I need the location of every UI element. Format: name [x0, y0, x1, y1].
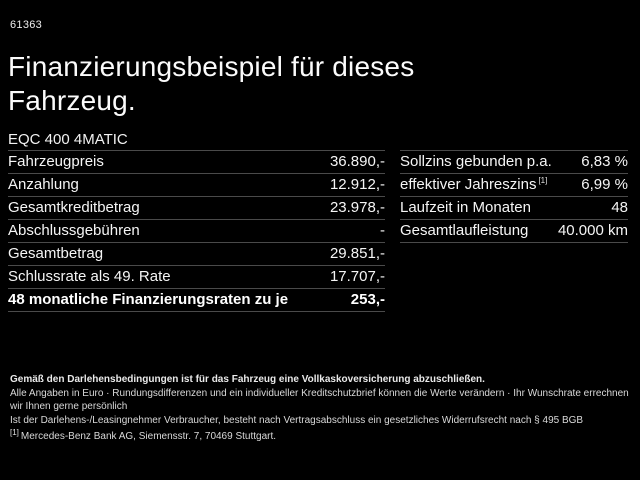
page-title: Finanzierungsbeispiel für dieses Fahrzeug… — [8, 50, 414, 118]
row-label: effektiver Jahreszins [1] — [400, 174, 547, 196]
finance-table: EQC 400 4MATIC Fahrzeugpreis 36.890,- An… — [8, 130, 385, 312]
row-label: Fahrzeugpreis — [8, 153, 104, 170]
page-title-line2: Fahrzeug. — [8, 85, 136, 116]
table-row-fahrzeugpreis: Fahrzeugpreis 36.890,- — [8, 151, 385, 174]
row-value: 17.707,- — [329, 268, 385, 285]
footnote-marker: [1] — [10, 427, 19, 437]
row-value: 6,83 % — [581, 153, 628, 170]
conditions-table: Sollzins gebunden p.a. 6,83 % effektiver… — [400, 150, 628, 243]
table-row-effektiver-jahreszins: effektiver Jahreszins [1] 6,99 % — [400, 174, 628, 197]
row-label-text: effektiver Jahreszins — [400, 176, 537, 193]
table-row-monatsrate: 48 monatliche Finanzierungsraten zu je 2… — [8, 289, 385, 312]
row-value: 12.912,- — [329, 176, 385, 193]
table-row-laufzeit: Laufzeit in Monaten 48 — [400, 197, 628, 220]
row-value: 6,99 % — [581, 176, 628, 193]
bank-footnote: [1] Mercedes-Benz Bank AG, Siemensstr. 7,… — [10, 427, 630, 444]
row-label: Sollzins gebunden p.a. — [400, 153, 552, 170]
row-label: Gesamtbetrag — [8, 245, 104, 262]
table-row-gesamtbetrag: Gesamtbetrag 29.851,- — [8, 243, 385, 266]
page-title-line1: Finanzierungsbeispiel für dieses — [8, 51, 415, 82]
withdrawal-right-line: Ist der Darlehens-/Leasingnehmer Verbrau… — [10, 414, 584, 426]
row-value: 29.851,- — [329, 245, 385, 262]
table-row-abschlussgebuehren: Abschlussgebühren - — [8, 220, 385, 243]
table-row-sollzins: Sollzins gebunden p.a. 6,83 % — [400, 151, 628, 174]
row-label: Anzahlung — [8, 176, 79, 193]
row-value: 40.000 km — [557, 222, 628, 239]
legal-fine-print: Gemäß den Darlehensbedingungen ist für d… — [10, 373, 630, 444]
disclaimer-line: Alle Angaben in Euro · Rundungsdifferenz… — [10, 387, 629, 413]
table-row-anzahlung: Anzahlung 12.912,- — [8, 174, 385, 197]
row-label: Laufzeit in Monaten — [400, 199, 531, 216]
row-value: - — [380, 222, 385, 239]
row-label: Gesamtlaufleistung — [400, 222, 529, 239]
insurance-requirement-note: Gemäß den Darlehensbedingungen ist für d… — [10, 374, 485, 385]
row-value: 36.890,- — [329, 153, 385, 170]
offer-id: 61363 — [10, 19, 43, 31]
row-label: Gesamtkreditbetrag — [8, 199, 140, 216]
row-label: Abschlussgebühren — [8, 222, 140, 239]
table-row-gesamtlaufleistung: Gesamtlaufleistung 40.000 km — [400, 220, 628, 243]
row-value: 253,- — [350, 291, 385, 308]
row-value: 23.978,- — [329, 199, 385, 216]
row-label: 48 monatliche Finanzierungsraten zu je — [8, 291, 289, 308]
row-label: Schlussrate als 49. Rate — [8, 268, 171, 285]
table-row-schlussrate: Schlussrate als 49. Rate 17.707,- — [8, 266, 385, 289]
footnote-marker: [1] — [538, 176, 548, 185]
vehicle-model-label: EQC 400 4MATIC — [8, 130, 385, 151]
table-row-gesamtkreditbetrag: Gesamtkreditbetrag 23.978,- — [8, 197, 385, 220]
bank-footnote-text: Mercedes-Benz Bank AG, Siemensstr. 7, 70… — [20, 431, 277, 442]
row-value: 48 — [611, 199, 628, 216]
